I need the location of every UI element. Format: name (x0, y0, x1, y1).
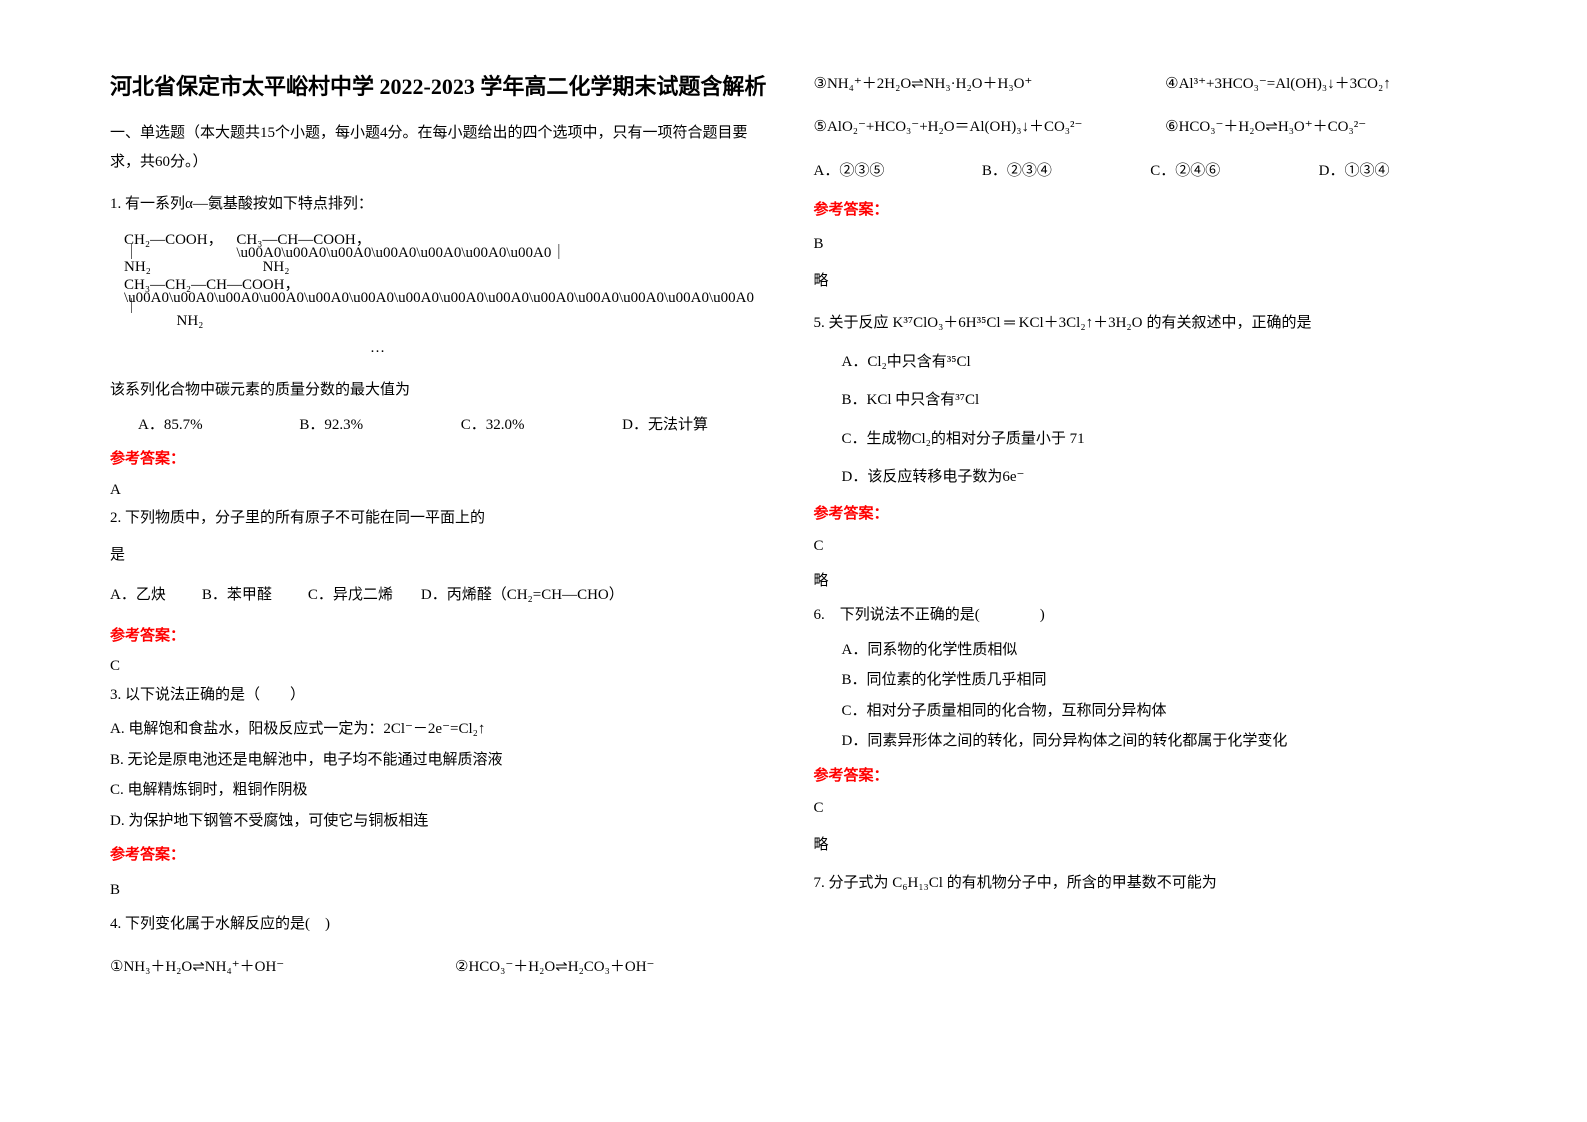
q4-answer-label: 参考答案： (814, 196, 1478, 225)
q4-eq4: ④Al³⁺+3HCO₃⁻=Al(OH)₃↓＋3CO₂↑ (1165, 70, 1391, 99)
q6-optA: A．同系物的化学性质相似 (842, 636, 1478, 665)
doc-title: 河北省保定市太平峪村中学 2022-2023 学年高二化学期末试题含解析 (110, 70, 774, 103)
q5-stem-b: K³⁷ClO₃＋6H³⁵Cl ═ KCl＋3Cl₂↑＋3H₂O (893, 315, 1143, 331)
q5-optB: B．KCl 中只含有³⁷Cl (842, 386, 1478, 415)
q7-stem: 7. 分子式为 C₆H₁₃Cl 的有机物分子中，所含的甲基数不可能为 (814, 869, 1478, 898)
q5-answer-label: 参考答案： (814, 500, 1478, 529)
q6-answer: C (814, 794, 1478, 823)
q2-answer-label: 参考答案： (110, 622, 774, 651)
q2-answer: C (110, 652, 774, 681)
amino-1-bot: NH₂ (124, 258, 223, 276)
q5-optA: A．Cl₂中只含有³⁵Cl (842, 348, 1478, 377)
q1-line2: 该系列化合物中碳元素的质量分数的最大值为 (110, 376, 774, 405)
q2-options: A．乙炔 B．苯甲醛 C．异戊二烯 D．丙烯醛（CH₂=CH—CHO） (110, 581, 774, 610)
q6-optB: B．同位素的化学性质几乎相同 (842, 666, 1478, 695)
q4-optD: D．①③④ (1319, 157, 1477, 186)
q5-answer: C (814, 532, 1478, 561)
left-column: 河北省保定市太平峪村中学 2022-2023 学年高二化学期末试题含解析 一、单… (90, 70, 794, 1072)
q2-stem: 2. 下列物质中，分子里的所有原子不可能在同一平面上的 (110, 504, 774, 533)
q5-stem-a: 5. 关于反应 (814, 315, 889, 331)
q4-eq-row2: ③NH₄⁺＋2H₂O⇌NH₃·H₂O＋H₃O⁺ ④Al³⁺+3HCO₃⁻=Al(… (814, 70, 1478, 99)
q1-amino-row: CH₂—COOH， ｜ NH₂ CH₃—CH—COOH， \u00A0\u00A… (124, 231, 774, 330)
q6-optC: C．相对分子质量相同的化合物，互称同分异构体 (842, 697, 1478, 726)
q3-answer: B (110, 876, 774, 905)
q4-stem: 4. 下列变化属于水解反应的是( ) (110, 910, 774, 939)
q5-optC: C．生成物Cl₂的相对分子质量小于 71 (842, 425, 1478, 454)
q4-eq-row1: ①NH₃＋H₂O⇌NH₄⁺＋OH⁻ ②HCO₃⁻＋H₂O⇌H₂CO₃＋OH⁻ (110, 953, 774, 982)
q1-optA: A．85.7% (138, 411, 289, 440)
right-column: ③NH₄⁺＋2H₂O⇌NH₃·H₂O＋H₃O⁺ ④Al³⁺+3HCO₃⁻=Al(… (794, 70, 1498, 1072)
q2-optB: B．苯甲醛 (202, 581, 272, 610)
amino-1: CH₂—COOH， ｜ NH₂ (124, 231, 223, 276)
q1-stem: 1. 有一系列α—氨基酸按如下特点排列： (110, 190, 774, 219)
q3-optC: C. 电解精炼铜时，粗铜作阴极 (110, 776, 774, 805)
q5-optD: D．该反应转移电子数为6e⁻ (842, 463, 1478, 492)
q5-options: A．Cl₂中只含有³⁵Cl B．KCl 中只含有³⁷Cl C．生成物Cl₂的相对… (814, 348, 1478, 492)
q4-eq3: ③NH₄⁺＋2H₂O⇌NH₃·H₂O＋H₃O⁺ (814, 70, 1166, 99)
q6-brief: 略 (814, 831, 1478, 860)
q3-optD: D. 为保护地下钢管不受腐蚀，可使它与铜板相连 (110, 807, 774, 836)
q3-stem: 3. 以下说法正确的是（ ） (110, 681, 774, 710)
q4-optB: B．②③④ (982, 157, 1140, 186)
q5-stem: 5. 关于反应K³⁷ClO₃＋6H³⁵Cl ═ KCl＋3Cl₂↑＋3H₂O的有… (814, 309, 1478, 338)
amino-3: CH₃—CH₂—CH—COOH， \u00A0\u00A0\u00A0\u00A… (124, 276, 764, 330)
q2-optA: A．乙炔 (110, 581, 166, 610)
q1-optD: D．无法计算 (622, 411, 773, 440)
q1-optC: C．32.0% (461, 411, 612, 440)
q4-brief: 略 (814, 267, 1478, 296)
amino-2: CH₃—CH—COOH， \u00A0\u00A0\u00A0\u00A0\u0… (236, 231, 566, 276)
q1-options: A．85.7% B．92.3% C．32.0% D．无法计算 (110, 411, 774, 440)
q5-brief: 略 (814, 567, 1478, 596)
q3-answer-label: 参考答案： (110, 841, 774, 870)
q2-optC: C．异戊二烯 (308, 581, 393, 610)
q3-optB: B. 无论是原电池还是电解池中，电子均不能通过电解质溶液 (110, 746, 774, 775)
q4-optC: C．②④⑥ (1150, 157, 1308, 186)
q4-options: A．②③⑤ B．②③④ C．②④⑥ D．①③④ (814, 157, 1478, 186)
q4-eq5: ⑤AlO₂⁻+HCO₃⁻+H₂O＝Al(OH)₃↓＋CO₃²⁻ (814, 113, 1166, 142)
q4-eq1: ①NH₃＋H₂O⇌NH₄⁺＋OH⁻ (110, 953, 455, 982)
q5-stem-c: 的有关叙述中，正确的是 (1146, 315, 1311, 331)
q4-answer: B (814, 230, 1478, 259)
q2-stem2: 是 (110, 541, 774, 570)
q3-optA: A. 电解饱和食盐水，阳极反应式一定为：2Cl⁻－2e⁻=Cl₂↑ (110, 715, 774, 744)
q6-stem: 6. 下列说法不正确的是( ) (814, 601, 1478, 630)
q6-answer-label: 参考答案： (814, 762, 1478, 791)
amino-3-bot: NH₂ (124, 312, 764, 330)
q4-optA: A．②③⑤ (814, 157, 972, 186)
q4-eq2: ②HCO₃⁻＋H₂O⇌H₂CO₃＋OH⁻ (455, 953, 654, 982)
q1-answer: A (110, 476, 774, 505)
section-1-heading: 一、单选题（本大题共15个小题，每小题4分。在每小题给出的四个选项中，只有一项符… (110, 119, 774, 176)
q1-answer-label: 参考答案： (110, 445, 774, 474)
q4-eq-row3: ⑤AlO₂⁻+HCO₃⁻+H₂O＝Al(OH)₃↓＋CO₃²⁻ ⑥HCO₃⁻＋H… (814, 113, 1478, 142)
q3-options: A. 电解饱和食盐水，阳极反应式一定为：2Cl⁻－2e⁻=Cl₂↑ B. 无论是… (110, 715, 774, 835)
q1-optB: B．92.3% (299, 411, 450, 440)
q1-ellipsis: … (370, 334, 774, 363)
q6-optD: D．同素异形体之间的转化，同分异构体之间的转化都属于化学变化 (842, 727, 1478, 756)
q4-eq6: ⑥HCO₃⁻＋H₂O⇌H₃O⁺＋CO₃²⁻ (1165, 113, 1366, 142)
q2-optD: D．丙烯醛（CH₂=CH—CHO） (421, 581, 624, 610)
amino-1-sep: ， (208, 232, 223, 248)
q6-options: A．同系物的化学性质相似 B．同位素的化学性质几乎相同 C．相对分子质量相同的化… (814, 636, 1478, 756)
